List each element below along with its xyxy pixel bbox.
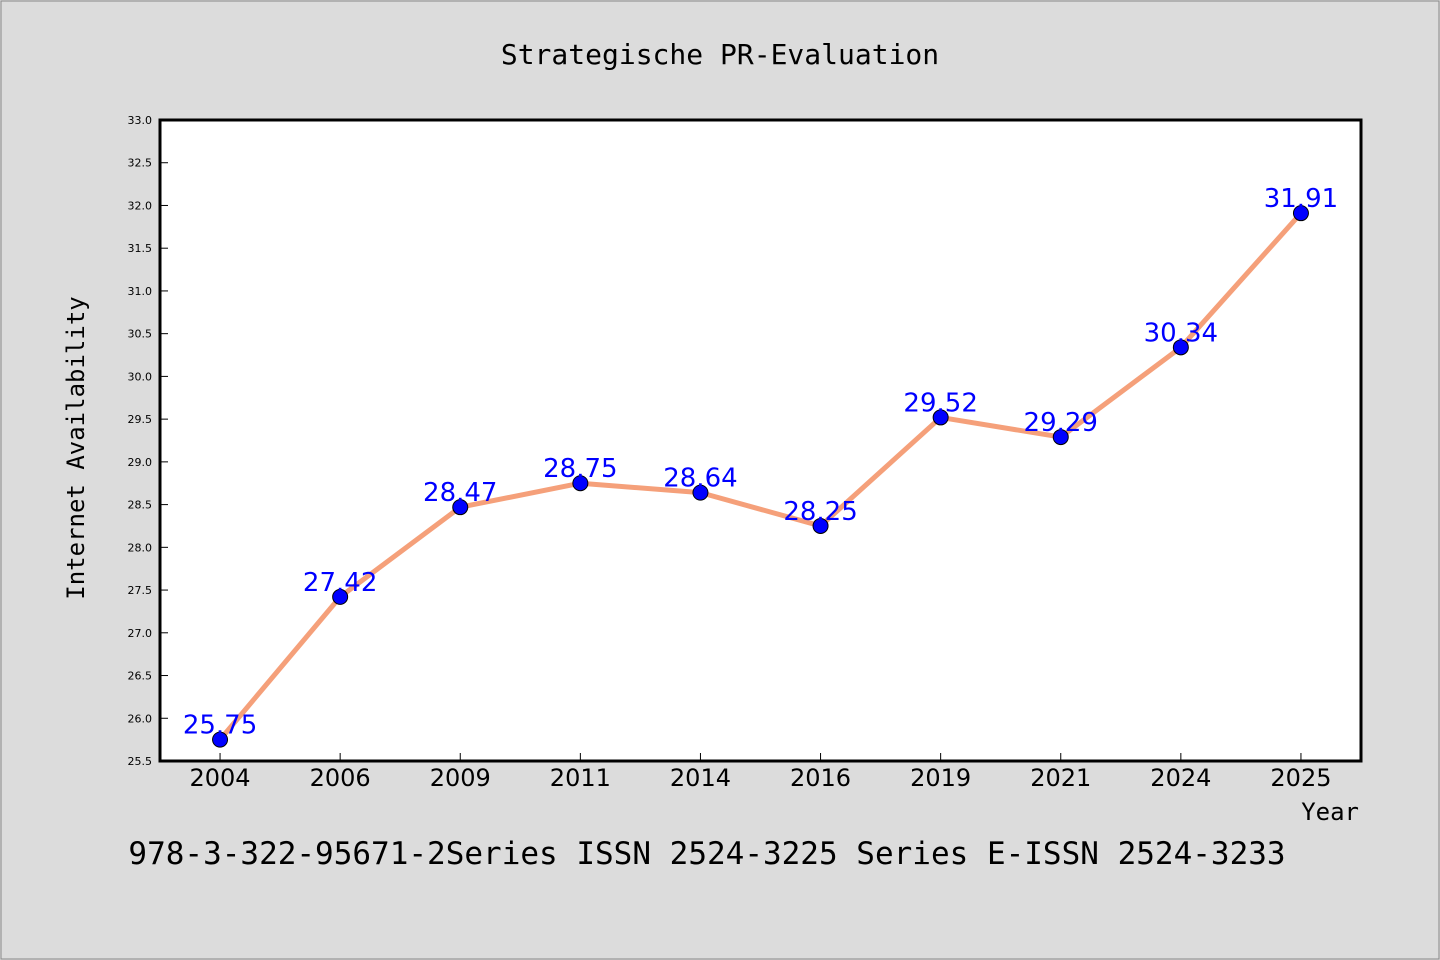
y-tick-label: 26.5 [128,670,153,683]
plot-area [158,118,1363,763]
data-point-label: 28.47 [423,478,497,508]
data-point-marker [1172,339,1189,356]
x-tick-label: 2019 [910,764,971,792]
y-tick-label: 27.0 [128,627,153,640]
data-point-label: 30.34 [1144,318,1218,348]
data-point-marker [452,499,469,516]
y-tick-label: 29.5 [128,413,153,426]
x-tick-label: 2016 [790,764,851,792]
x-tick-label: 2006 [310,764,371,792]
chart-title: Strategische PR-Evaluation [501,38,939,71]
data-point-marker [1292,205,1309,222]
y-tick-label: 33.0 [128,114,153,127]
x-tick-label: 2011 [550,764,611,792]
y-tick-label: 25.5 [128,755,153,768]
data-point-label: 27.42 [303,568,377,598]
x-tick-label: 2021 [1030,764,1091,792]
x-tick-label: 2024 [1150,764,1211,792]
x-tick-label: 2004 [190,764,251,792]
data-point-marker [1052,429,1069,446]
data-point-label: 28.64 [663,464,737,494]
y-tick-label: 27.5 [128,584,153,597]
y-tick-label: 30.5 [128,328,153,341]
data-point-label: 31.91 [1264,184,1338,214]
y-axis: 25.5 26.0 26.5 27.0 27.5 28.0 28.5 29.0 29.5 30.0… [128,114,168,768]
y-tick-label: 30.0 [128,370,153,383]
data-point-marker [212,731,229,748]
y-tick-label: 29.0 [128,456,153,469]
data-point-marker [932,409,949,426]
y-tick-label: 31.5 [128,242,153,255]
y-tick-label: 31.0 [128,285,153,298]
data-point-label: 29.29 [1024,408,1098,438]
data-point-label: 29.52 [903,388,977,418]
data-point-marker [692,484,709,501]
y-axis-label: Internet Availability [62,296,90,599]
y-tick-label: 32.0 [128,199,153,212]
footer-isbn-text: 978-3-322-95671-2Series ISSN 2524-3225 S… [128,836,1285,872]
x-tick-label: 2014 [670,764,731,792]
y-tick-label: 32.5 [128,157,153,170]
series-line [217,210,1304,743]
data-point-marker [572,475,589,492]
x-axis-label: Year [1301,798,1359,826]
data-point-marker [812,517,829,534]
y-tick-label: 26.0 [128,712,153,725]
x-axis: 2004 2006 2009 2011 2014 2016 2019 2021 2024 2025 [190,753,1331,792]
data-point-label: 28.75 [543,454,617,484]
data-point-label: 28.25 [783,497,857,527]
x-tick-label: 2009 [430,764,491,792]
series-line-group: 25.75 27.42 28.47 28.75 28.64 28.25 29.52 29.29… [183,184,1338,748]
y-tick-label: 28.0 [128,541,153,554]
data-point-label: 25.75 [183,711,257,741]
y-tick-label: 28.5 [128,499,153,512]
x-tick-label: 2025 [1270,764,1331,792]
data-point-marker [332,588,349,605]
